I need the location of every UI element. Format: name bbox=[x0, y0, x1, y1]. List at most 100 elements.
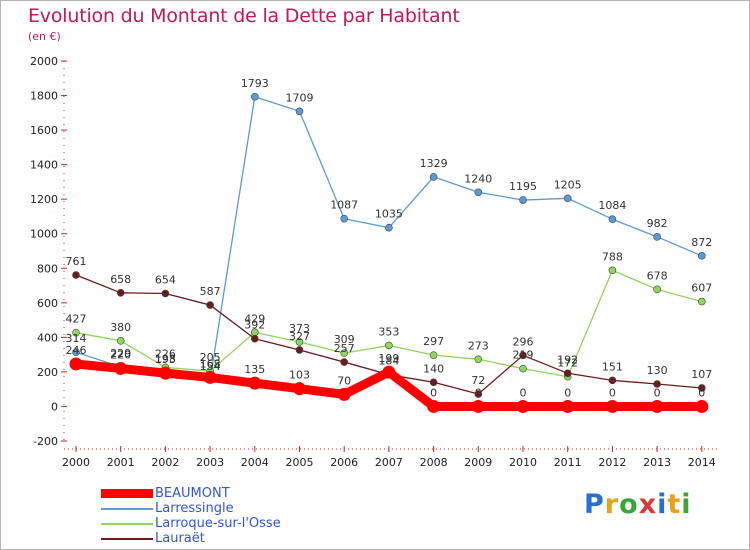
data-point-laura-t bbox=[474, 390, 483, 398]
logo-letter: i bbox=[657, 489, 668, 520]
x-tick-label: 2010 bbox=[509, 456, 537, 469]
data-label-larroque-sur-l-osse: 219 bbox=[513, 349, 534, 362]
data-label-larroque-sur-l-osse: 607 bbox=[691, 282, 712, 295]
data-point-larressingle bbox=[608, 215, 617, 224]
data-point-larressingle bbox=[697, 252, 706, 260]
data-point-larroque-sur-l-osse bbox=[116, 337, 125, 345]
y-tick-label: 800 bbox=[37, 262, 58, 275]
data-label-beaumont: 220 bbox=[110, 348, 131, 361]
data-label-larressingle: 872 bbox=[691, 236, 712, 249]
data-label-beaumont: 246 bbox=[66, 344, 87, 357]
chart-subtitle: (en €) bbox=[28, 30, 61, 43]
series-larroque-sur-l-osse bbox=[72, 266, 706, 381]
data-point-larroque-sur-l-osse bbox=[697, 297, 706, 306]
data-label-laura-t: 257 bbox=[334, 342, 355, 355]
data-point-larressingle bbox=[474, 188, 483, 197]
data-label-larroque-sur-l-osse: 297 bbox=[423, 335, 444, 348]
data-point-larroque-sur-l-osse bbox=[519, 364, 527, 373]
data-label-larroque-sur-l-osse: 788 bbox=[602, 250, 623, 263]
y-tick-label: -200 bbox=[33, 435, 58, 448]
y-tick-label: 1400 bbox=[30, 159, 58, 172]
data-label-laura-t: 296 bbox=[513, 335, 534, 348]
data-label-larroque-sur-l-osse: 373 bbox=[289, 322, 310, 335]
data-label-larressingle: 1035 bbox=[375, 208, 403, 221]
data-label-beaumont: 193 bbox=[155, 353, 176, 366]
data-point-larroque-sur-l-osse bbox=[653, 285, 661, 294]
data-point-beaumont bbox=[69, 357, 83, 371]
y-tick-label: 1000 bbox=[30, 228, 58, 241]
x-tick-label: 2014 bbox=[688, 456, 716, 469]
data-label-larressingle: 229 bbox=[110, 347, 131, 360]
data-point-larroque-sur-l-osse bbox=[340, 349, 349, 357]
data-point-beaumont bbox=[605, 399, 619, 413]
data-label-laura-t: 658 bbox=[110, 273, 131, 286]
data-label-larroque-sur-l-osse: 226 bbox=[155, 347, 176, 360]
x-tick-label: 2000 bbox=[62, 456, 90, 469]
data-label-laura-t: 192 bbox=[557, 353, 578, 366]
data-label-laura-t: 72 bbox=[471, 374, 485, 387]
data-label-larressingle: 1793 bbox=[241, 77, 269, 90]
data-label-larroque-sur-l-osse: 172 bbox=[557, 357, 578, 370]
data-point-beaumont bbox=[337, 387, 351, 401]
data-point-beaumont bbox=[471, 399, 485, 413]
data-label-larressingle: 198 bbox=[155, 352, 176, 365]
data-point-laura-t bbox=[697, 384, 706, 392]
data-point-beaumont bbox=[382, 365, 396, 379]
x-tick-label: 2002 bbox=[151, 456, 179, 469]
chart-title: Evolution du Montant de la Dette par Hab… bbox=[28, 5, 460, 27]
data-label-larroque-sur-l-osse: 678 bbox=[647, 269, 668, 282]
legend-label: BEAUMONT bbox=[155, 486, 230, 501]
data-label-laura-t: 327 bbox=[289, 330, 310, 343]
data-point-laura-t bbox=[519, 351, 527, 360]
data-label-larressingle: 1240 bbox=[464, 172, 492, 185]
legend-swatch bbox=[101, 538, 153, 540]
data-label-laura-t: 654 bbox=[155, 273, 176, 286]
data-point-larressingle bbox=[563, 194, 572, 203]
data-label-laura-t: 761 bbox=[66, 255, 87, 268]
data-point-beaumont bbox=[114, 361, 128, 375]
data-label-laura-t: 130 bbox=[647, 364, 668, 377]
data-label-laura-t: 184 bbox=[378, 355, 399, 368]
data-label-larroque-sur-l-osse: 429 bbox=[244, 312, 265, 325]
legend-label: Larroque-sur-l'Osse bbox=[155, 516, 281, 531]
data-point-beaumont bbox=[695, 399, 709, 413]
data-label-larressingle: 1084 bbox=[598, 199, 626, 212]
data-point-laura-t bbox=[116, 288, 125, 297]
legend-swatch bbox=[101, 489, 153, 498]
data-label-larressingle: 1195 bbox=[509, 180, 537, 193]
data-label-larressingle: 1709 bbox=[286, 91, 314, 104]
data-point-laura-t bbox=[653, 380, 661, 388]
data-point-laura-t bbox=[251, 334, 259, 343]
x-tick-label: 2008 bbox=[420, 456, 448, 469]
data-point-laura-t bbox=[206, 301, 214, 309]
data-point-larroque-sur-l-osse bbox=[429, 351, 438, 359]
data-label-beaumont: 0 bbox=[564, 386, 571, 399]
legend-label: Larressingle bbox=[155, 501, 234, 516]
data-label-laura-t: 151 bbox=[602, 360, 623, 373]
y-tick-label: 2000 bbox=[30, 55, 58, 68]
data-point-beaumont bbox=[203, 370, 217, 384]
data-label-larressingle: 314 bbox=[66, 332, 87, 345]
legend-label: Lauraët bbox=[155, 531, 205, 546]
data-label-larressingle: 982 bbox=[647, 217, 668, 230]
data-point-larroque-sur-l-osse bbox=[72, 328, 80, 337]
x-tick-label: 2012 bbox=[598, 456, 626, 469]
y-tick-label: 400 bbox=[37, 331, 58, 344]
data-point-larressingle bbox=[429, 173, 438, 181]
data-label-beaumont: 103 bbox=[289, 369, 310, 382]
data-point-laura-t bbox=[429, 378, 438, 387]
data-point-larressingle bbox=[653, 233, 661, 241]
x-tick-label: 2009 bbox=[464, 456, 492, 469]
data-point-beaumont bbox=[650, 399, 664, 413]
data-label-larressingle: 1087 bbox=[330, 199, 358, 212]
logo-letter: r bbox=[604, 489, 620, 520]
data-label-laura-t: 140 bbox=[423, 362, 444, 375]
data-point-beaumont bbox=[248, 376, 262, 390]
x-tick-label: 2011 bbox=[554, 456, 582, 469]
data-point-laura-t bbox=[72, 271, 80, 279]
data-point-larressingle bbox=[72, 348, 80, 357]
data-point-beaumont bbox=[293, 382, 306, 396]
data-point-beaumont bbox=[516, 399, 530, 413]
